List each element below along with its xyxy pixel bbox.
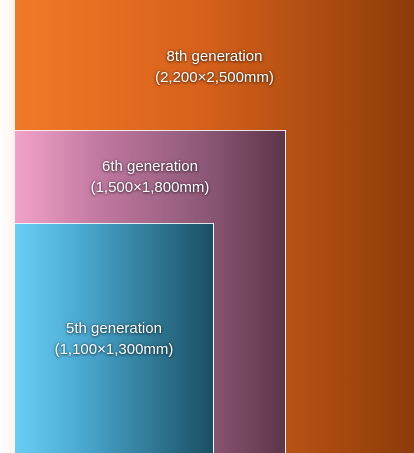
generation-size: (1,100×1,300mm) bbox=[54, 341, 174, 358]
label-8th-generation: 8th generation (2,200×2,500mm) bbox=[15, 46, 414, 88]
generation-size: (1,500×1,800mm) bbox=[90, 179, 210, 196]
generation-name: 6th generation bbox=[102, 158, 198, 175]
generation-name: 5th generation bbox=[66, 320, 162, 337]
label-6th-generation: 6th generation (1,500×1,800mm) bbox=[15, 156, 285, 198]
label-5th-generation: 5th generation (1,100×1,300mm) bbox=[15, 318, 213, 360]
background-margin bbox=[0, 0, 15, 453]
generation-name: 8th generation bbox=[166, 48, 263, 65]
generation-size: (2,200×2,500mm) bbox=[155, 69, 274, 86]
panel-5th-generation: 5th generation (1,100×1,300mm) bbox=[15, 223, 214, 453]
